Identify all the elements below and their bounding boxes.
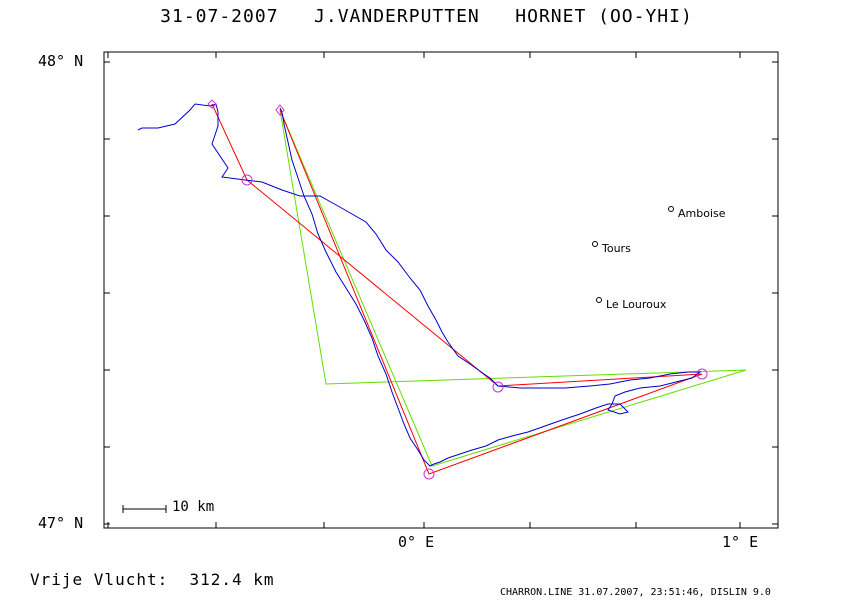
town-markers: [592, 206, 674, 303]
free-flight-distance: Vrije Vlucht: 312.4 km: [30, 570, 275, 589]
top-ticks: [107, 52, 741, 58]
turnpoint-marker: [492, 381, 504, 393]
turnpoint-marker: [423, 468, 435, 480]
chart-title: 31-07-2007 J.VANDERPUTTEN HORNET (OO-YHI…: [160, 6, 693, 27]
footer-info: CHARRON.LINE 31.07.2007, 23:51:46, DISLI…: [500, 587, 771, 598]
town-marker-tours: [592, 241, 598, 247]
town-label-tours: Tours: [602, 242, 631, 255]
turnpoint-marker: [207, 99, 217, 109]
turnpoint-marker: [696, 368, 708, 380]
town-marker-le-louroux: [596, 297, 602, 303]
lat-label-bottom: 47° N: [38, 514, 84, 532]
town-label-le-louroux: Le Louroux: [606, 298, 667, 311]
left-ticks: [104, 61, 110, 525]
flight-route: [279, 109, 747, 467]
town-marker-amboise: [668, 206, 674, 212]
scale-label: 10 km: [172, 499, 215, 515]
scale-bar: [122, 505, 167, 513]
turnpoint-marker: [241, 174, 253, 186]
town-label-amboise: Amboise: [678, 207, 726, 220]
lat-label-top: 48° N: [38, 52, 84, 70]
optimized-route: [211, 103, 703, 475]
lon-label-right: 1° E: [722, 533, 759, 551]
turnpoint-marker: [275, 104, 285, 116]
bottom-ticks: [107, 522, 741, 528]
gps-track: [137, 103, 702, 467]
plot-frame: [103, 51, 779, 529]
turnpoints: [207, 99, 708, 480]
right-ticks: [772, 61, 778, 525]
lon-label-left: 0° E: [398, 533, 435, 551]
